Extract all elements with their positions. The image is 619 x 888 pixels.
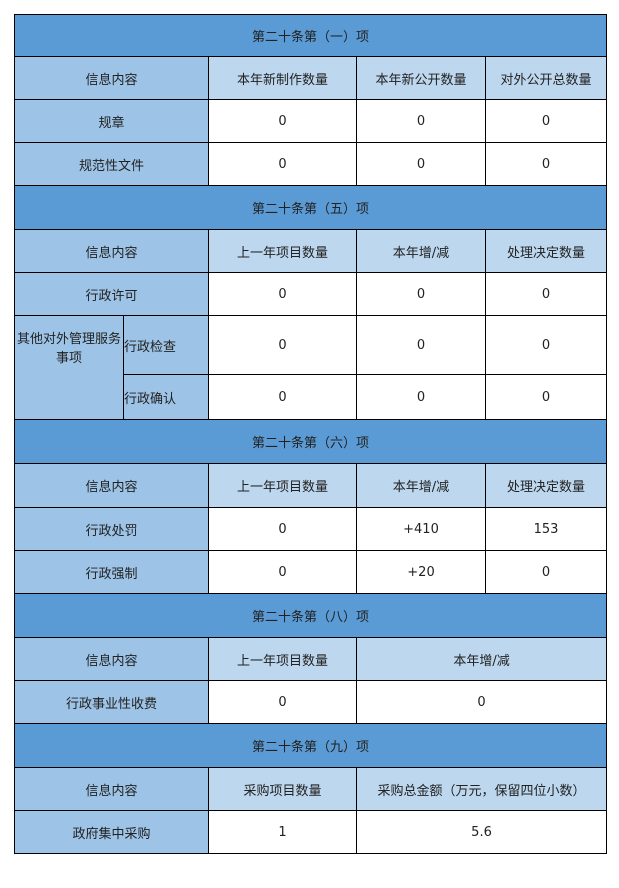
section-title: 第二十条第（八）项 (13, 593, 608, 638)
cell: 0 (208, 374, 357, 420)
disclosure-table: 第二十条第（一）项 信息内容 本年新制作数量 本年新公开数量 对外公开总数量 规章 0 0… (13, 14, 608, 854)
column-header: 采购总金额（万元，保留四位小数） (355, 767, 608, 811)
column-header: 本年增/减 (355, 637, 608, 681)
row-label: 行政检查 (123, 315, 209, 375)
cell: 0 (355, 680, 608, 724)
cell: 0 (484, 550, 608, 594)
column-header: 上一年项目数量 (208, 463, 357, 508)
cell: 0 (356, 272, 486, 316)
column-header: 本年新公开数量 (356, 56, 486, 100)
row-label: 行政强制 (14, 550, 209, 594)
column-header: 本年增/减 (356, 229, 486, 273)
row-label: 行政处罚 (14, 507, 209, 551)
cell: 0 (356, 374, 486, 420)
column-header: 信息内容 (14, 767, 209, 811)
column-header: 上一年项目数量 (208, 229, 357, 273)
column-header: 信息内容 (14, 637, 209, 681)
section-title: 第二十条第（六）项 (13, 419, 608, 464)
row-label: 政府集中采购 (14, 810, 209, 854)
column-header: 处理决定数量 (484, 229, 608, 273)
cell: 5.6 (355, 810, 608, 854)
column-header: 信息内容 (14, 56, 209, 100)
row-label: 行政事业性收费 (14, 680, 209, 724)
cell: 0 (356, 315, 486, 375)
column-header: 对外公开总数量 (484, 56, 608, 100)
cell: +20 (356, 550, 486, 594)
cell: 0 (484, 315, 608, 375)
column-header: 采购项目数量 (208, 767, 357, 811)
column-header: 信息内容 (14, 463, 209, 508)
cell: 153 (484, 507, 608, 551)
cell: 0 (356, 142, 486, 186)
section-title: 第二十条第（一）项 (13, 14, 608, 57)
column-header: 处理决定数量 (484, 463, 608, 508)
cell: 0 (208, 680, 357, 724)
row-label: 规章 (14, 99, 209, 143)
cell: 0 (208, 507, 357, 551)
cell: 0 (484, 374, 608, 420)
cell: 0 (484, 142, 608, 186)
cell: 0 (208, 550, 357, 594)
cell: 1 (208, 810, 357, 854)
row-label: 行政许可 (14, 272, 209, 316)
column-header: 本年增/减 (356, 463, 486, 508)
column-header: 信息内容 (14, 229, 209, 273)
cell: 0 (208, 272, 357, 316)
section-title: 第二十条第（五）项 (13, 185, 608, 230)
cell: 0 (208, 315, 357, 375)
row-label: 行政确认 (123, 374, 209, 420)
cell: 0 (484, 99, 608, 143)
cell: 0 (356, 99, 486, 143)
cell: +410 (356, 507, 486, 551)
cell: 0 (484, 272, 608, 316)
group-label: 其他对外管理服务事项 (14, 315, 124, 420)
column-header: 上一年项目数量 (208, 637, 357, 681)
row-label: 规范性文件 (14, 142, 209, 186)
section-title: 第二十条第（九）项 (13, 723, 608, 768)
cell: 0 (208, 142, 357, 186)
cell: 0 (208, 99, 357, 143)
column-header: 本年新制作数量 (208, 56, 357, 100)
